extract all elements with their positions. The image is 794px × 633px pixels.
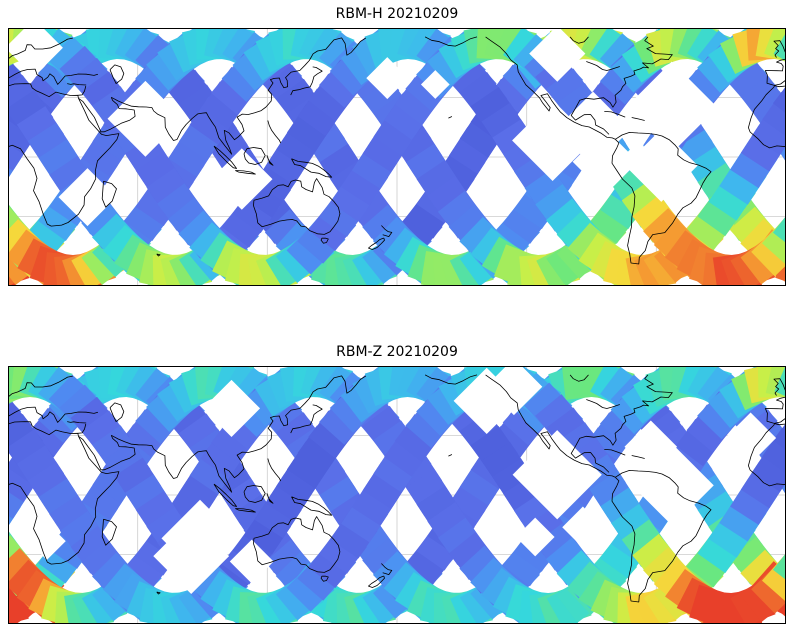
panel-title-rbm-h: RBM-H 20210209 — [335, 6, 459, 22]
world-map-rbm-z — [8, 366, 786, 624]
world-map-rbm-h — [8, 28, 786, 286]
map-panel-rbm-z — [8, 366, 786, 624]
map-panel-rbm-h — [8, 28, 786, 286]
panel-title-rbm-z: RBM-Z 20210209 — [336, 344, 458, 360]
